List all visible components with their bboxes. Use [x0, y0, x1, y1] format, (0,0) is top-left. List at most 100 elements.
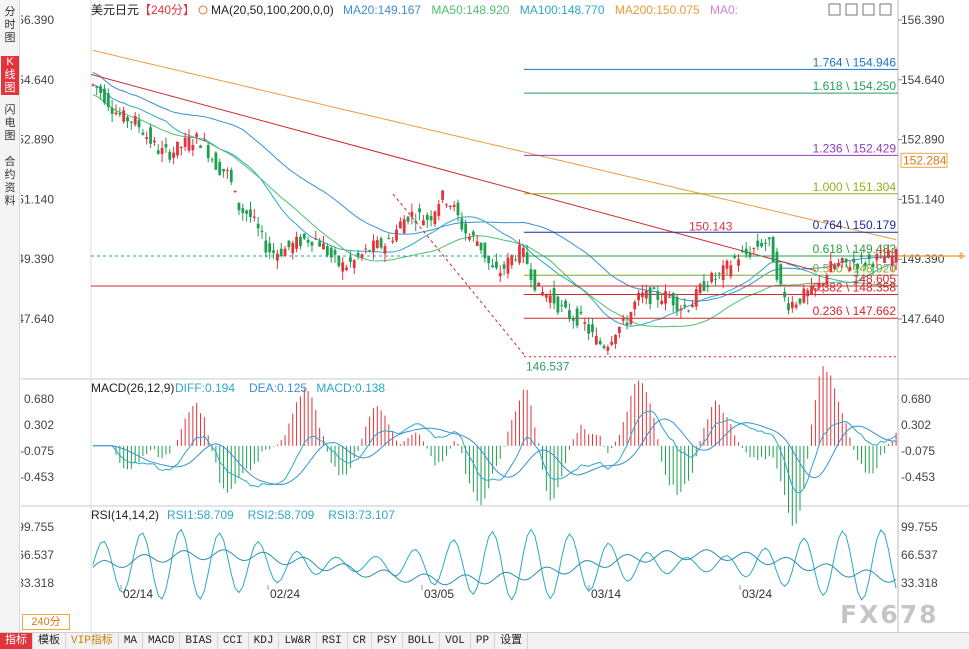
candle-body [802, 288, 806, 303]
candle-body [568, 310, 571, 320]
candle-body [218, 161, 222, 175]
candle-body [172, 152, 176, 158]
fib-level-label: 1.236 \ 152.429 [813, 141, 897, 155]
indicator-tab-bar: 指标 模板 VIP指标 MA MACD BIAS CCI KDJ LW&R RSI CR PSY BOL… [0, 632, 969, 649]
candle-body [464, 223, 468, 234]
candle-body [433, 211, 437, 224]
candle-body [214, 152, 218, 170]
date-axis-label: 02/24 [270, 587, 300, 601]
indicator-tab-vol[interactable]: VOL [440, 633, 471, 649]
candle-body [560, 304, 564, 306]
chart-canvas[interactable]: 156.390 156.390 154.640 154.640 152.890 152.8… [11, 0, 969, 632]
candle-body [502, 264, 506, 269]
left-tab-3[interactable]: 合约资料 [4, 156, 16, 207]
candle-body [310, 241, 314, 246]
price-tick-label: 154.640 [901, 73, 945, 87]
price-tick-label: 151.140 [901, 192, 945, 206]
candle-body [249, 209, 252, 218]
indicator-tab-kdj[interactable]: KDJ [249, 633, 280, 649]
fib-level-label: 0.382 \ 148.358 [813, 280, 897, 294]
indicator-tab-boll[interactable]: BOLL [403, 633, 441, 649]
indicator-tab-cci[interactable]: CCI [218, 633, 249, 649]
candle-body [233, 190, 237, 193]
rsi-tick-label: 66.537 [901, 548, 938, 562]
indicator-tab-pp[interactable]: PP [471, 633, 496, 649]
watermark: FX678 [840, 600, 939, 629]
candle-body [302, 233, 306, 239]
candle-body [333, 249, 337, 255]
indicator-tab-模板[interactable]: 模板 [33, 633, 66, 649]
candle-body [145, 137, 149, 140]
candle-body [510, 255, 514, 266]
candle-body [456, 202, 460, 216]
candle-body [664, 291, 667, 304]
indicator-tab-指标[interactable]: 指标 [0, 633, 33, 649]
candle-body [156, 150, 160, 154]
candle-body [495, 261, 498, 268]
candle-body [229, 169, 233, 183]
candle-body [794, 304, 798, 308]
date-axis-label: 03/14 [591, 587, 621, 601]
macd-tick-label-left: -0.075 [21, 444, 54, 458]
candle-body [652, 287, 656, 290]
indicator-tab-vip指标[interactable]: VIP指标 [66, 633, 119, 649]
candle-body [483, 242, 487, 259]
period-selector[interactable]: 240分 [22, 614, 70, 630]
kline-chart-area[interactable]: 156.390 156.390 154.640 154.640 152.890 152.8… [11, 0, 969, 632]
fib-level-label: 1.000 \ 151.304 [813, 180, 897, 194]
candle-body [352, 260, 356, 268]
indicator-tab-ma[interactable]: MA [119, 633, 144, 649]
indicator-tab-rsi[interactable]: RSI [317, 633, 348, 649]
indicator-tab-cr[interactable]: CR [348, 633, 372, 649]
candle-body [318, 241, 322, 247]
price-tick-label-left: 151.140 [21, 192, 54, 206]
candle-body [241, 208, 245, 213]
macd-tick-label: 0.302 [901, 418, 931, 432]
indicator-tab-bias[interactable]: BIAS [180, 633, 218, 649]
candle-body [856, 263, 860, 269]
candle-body [737, 259, 740, 266]
candle-body [283, 248, 287, 257]
indicator-tab-macd[interactable]: MACD [143, 633, 181, 649]
candle-body [614, 334, 617, 344]
candle-body [606, 346, 610, 351]
rsi-value-0: RSI1:58.709 [167, 508, 234, 522]
left-tab-0[interactable]: 分时图 [4, 6, 16, 44]
candle-body [329, 247, 333, 258]
ma-value-4: MA0: [710, 3, 738, 17]
candle-body [863, 262, 867, 266]
candle-body [848, 266, 852, 271]
candle-body [783, 291, 787, 298]
candle-body [518, 244, 521, 263]
candle-body [395, 229, 398, 241]
candle-body [506, 257, 510, 274]
indicator-tab-设置[interactable]: 设置 [495, 633, 529, 649]
candle-body [337, 256, 341, 267]
candle-body [591, 324, 594, 333]
candle-body [694, 289, 698, 307]
high-price-label: 150.143 [689, 219, 733, 233]
candle-body [760, 242, 763, 247]
candle-body [498, 272, 502, 277]
indicator-tab-lw&r[interactable]: LW&R [279, 633, 317, 649]
candle-body [129, 121, 133, 123]
candle-body [790, 301, 794, 309]
candle-body [299, 236, 302, 247]
date-axis-label: 03/24 [742, 587, 772, 601]
candle-body [725, 260, 729, 269]
candle-body [721, 265, 725, 281]
rsi-value-2: RSI3:73.107 [328, 508, 395, 522]
macd-tick-label: 0.680 [901, 392, 931, 406]
indicator-tab-psy[interactable]: PSY [372, 633, 403, 649]
candle-body [525, 252, 529, 264]
candle-body [667, 296, 671, 298]
candle-body [137, 120, 141, 128]
candle-body [348, 257, 352, 262]
candle-body [452, 205, 456, 207]
candle-body [779, 264, 783, 284]
candle-body [468, 236, 471, 240]
candle-body [806, 290, 810, 297]
candle-body [402, 219, 406, 234]
left-tab-2[interactable]: 闪电图 [4, 104, 16, 142]
